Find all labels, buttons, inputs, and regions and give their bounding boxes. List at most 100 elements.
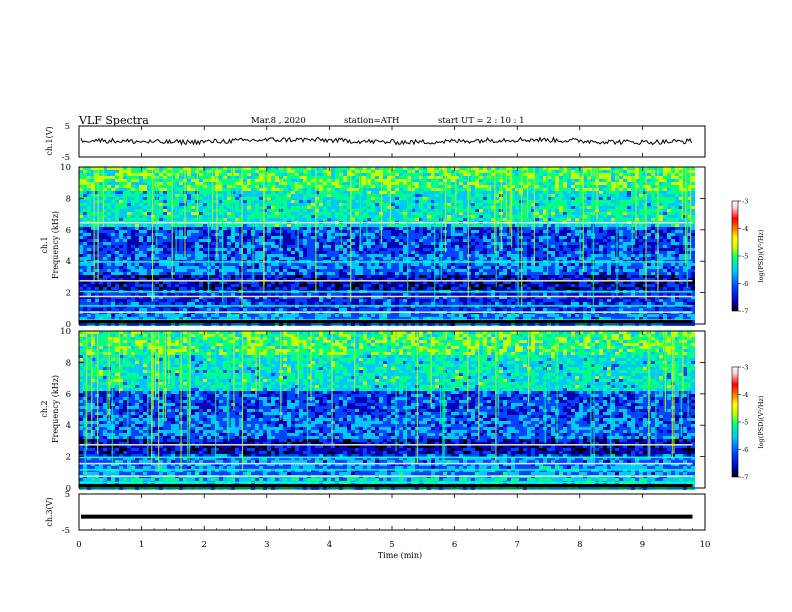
spectrogram-cell: [535, 233, 539, 236]
spectrogram-cell: [147, 263, 151, 266]
spectrogram-cell: [287, 248, 291, 251]
spectrogram-cell: [227, 212, 231, 215]
spectrogram-cell: [331, 263, 335, 266]
spectrogram-cell: [267, 182, 271, 185]
spectrogram-cell: [163, 254, 167, 257]
spectrogram-cell: [311, 212, 315, 215]
spectrogram-cell: [423, 176, 427, 179]
spectrogram-cell: [143, 263, 147, 266]
spectrogram-cell: [567, 182, 571, 185]
spectrogram-cell: [147, 224, 151, 227]
spectrogram-cell: [299, 239, 303, 242]
spectrogram-cell: [483, 245, 487, 248]
spectrogram-cell: [639, 215, 643, 218]
spectrogram-cell: [243, 230, 247, 233]
spectrogram-cell: [667, 239, 671, 242]
spectrogram-cell: [639, 212, 643, 215]
spectrogram-cell: [191, 230, 195, 233]
spectrogram-cell: [479, 182, 483, 185]
spectrogram-cell: [291, 227, 295, 230]
spectrogram-cell: [383, 218, 387, 221]
spectrogram-cell: [351, 248, 355, 251]
spectrogram-cell: [195, 263, 199, 266]
spectrogram-cell: [355, 218, 359, 221]
spectrogram-cell: [163, 257, 167, 260]
spectrogram-cell: [427, 176, 431, 179]
spectrogram-cell: [255, 170, 259, 173]
spectrogram-cell: [559, 206, 563, 209]
spectrogram-cell: [483, 227, 487, 230]
spectrogram-cell: [123, 224, 127, 227]
spectrogram-cell: [291, 236, 295, 239]
spectrogram-cell: [571, 191, 575, 194]
spectrogram-cell: [123, 209, 127, 212]
spectrogram-cell: [487, 245, 491, 248]
spectrogram-cell: [603, 218, 607, 221]
spectrogram-cell: [327, 263, 331, 266]
spectrogram-cell: [627, 179, 631, 182]
spectrogram-cell: [447, 248, 451, 251]
spectrogram-cell: [555, 170, 559, 173]
spectrogram-cell: [395, 188, 399, 191]
spectrogram-cell: [291, 233, 295, 236]
spectrogram-cell: [247, 248, 251, 251]
spectrogram-cell: [539, 230, 543, 233]
spectrogram-cell: [147, 191, 151, 194]
spectrogram-cell: [199, 233, 203, 236]
spectrogram-cell: [267, 236, 271, 239]
spectrogram-cell: [143, 227, 147, 230]
spectrogram-cell: [171, 233, 175, 236]
spectrogram-cell: [271, 200, 275, 203]
spectrogram-cell: [443, 257, 447, 260]
spectrogram-cell: [247, 200, 251, 203]
spectrogram-cell: [187, 206, 191, 209]
spectrogram-cell: [311, 206, 315, 209]
spectrogram-cell: [271, 257, 275, 260]
spectrogram-cell: [675, 194, 679, 197]
spectrogram-cell: [599, 194, 603, 197]
spectrogram-cell: [319, 224, 323, 227]
spectrogram-cell: [619, 200, 623, 203]
spectrogram-cell: [391, 254, 395, 257]
spectrogram-cell: [331, 194, 335, 197]
spectrogram-cell: [227, 179, 231, 182]
spectrogram-cell: [247, 209, 251, 212]
spectrogram-cell: [287, 233, 291, 236]
spectrogram-cell: [675, 206, 679, 209]
spectrogram-cell: [567, 251, 571, 254]
spectrogram-cell: [447, 212, 451, 215]
spectrogram-cell: [343, 251, 347, 254]
spectrogram-cell: [99, 173, 103, 176]
spectrogram-cell: [375, 230, 379, 233]
spectrogram-cell: [303, 239, 307, 242]
spectrogram-cell: [659, 239, 663, 242]
spectrogram-cell: [159, 182, 163, 185]
spectrogram-cell: [307, 254, 311, 257]
spectrogram-cell: [343, 248, 347, 251]
spectrogram-cell: [659, 209, 663, 212]
spectrogram-cell: [671, 188, 675, 191]
spectrogram-cell: [135, 218, 139, 221]
spectrogram-cell: [267, 209, 271, 212]
spectrogram-cell: [115, 245, 119, 248]
spectrogram-cell: [603, 206, 607, 209]
spectrogram-cell: [307, 263, 311, 266]
spectrogram-cell: [371, 173, 375, 176]
spectrogram-cell: [335, 245, 339, 248]
spectrogram-cell: [323, 179, 327, 182]
spectrogram-cell: [79, 188, 83, 191]
spectrogram-cell: [163, 230, 167, 233]
spectrogram-cell: [163, 203, 167, 206]
spectrogram-cell: [311, 230, 315, 233]
spectrogram-cell: [463, 170, 467, 173]
spectrogram-cell: [523, 206, 527, 209]
spectrogram-cell: [111, 230, 115, 233]
spectrogram-cell: [163, 263, 167, 266]
spectrogram-cell: [619, 230, 623, 233]
spectrogram-cell: [247, 236, 251, 239]
spectrogram-cell: [479, 230, 483, 233]
spectrogram-cell: [559, 242, 563, 245]
spectrogram-cell: [543, 239, 547, 242]
spectrogram-cell: [223, 257, 227, 260]
spectrogram-cell: [187, 236, 191, 239]
